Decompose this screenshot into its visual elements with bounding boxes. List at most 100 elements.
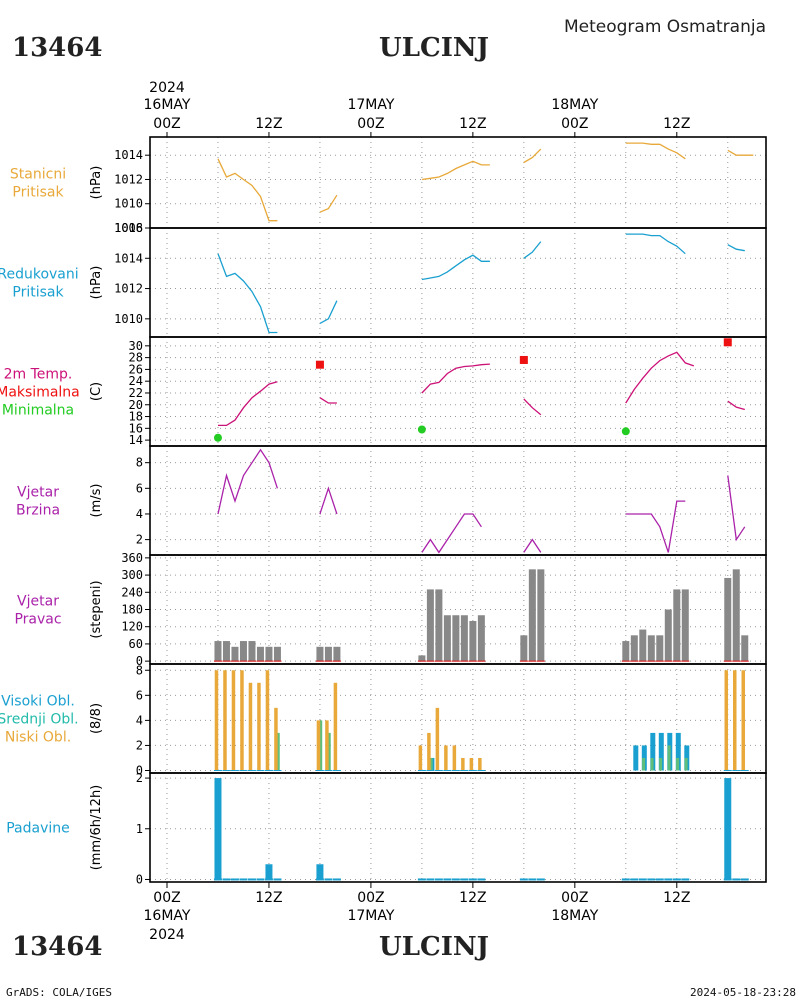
- cloud-bar: [650, 732, 656, 771]
- bar: [528, 569, 536, 662]
- cloud-bar: [223, 670, 227, 771]
- time-label-bottom: 18MAY: [551, 908, 598, 924]
- bar: [333, 646, 341, 662]
- y-tick-label: 18: [129, 410, 143, 424]
- time-label-bottom: 12Z: [459, 890, 486, 906]
- cloud-bar: [733, 670, 737, 771]
- bar: [435, 589, 443, 662]
- y-tick-label: 120: [121, 620, 143, 634]
- cloud-bar: [741, 670, 746, 771]
- precip-bar: [724, 778, 732, 880]
- cloud-bar: [327, 732, 331, 771]
- cloud-bar: [316, 720, 321, 771]
- panel-label: Vjetar: [17, 485, 59, 501]
- time-label-top: 2024: [149, 80, 185, 96]
- panel-label: Niski Obl.: [5, 730, 71, 746]
- bar: [324, 646, 332, 662]
- cloud-bar: [333, 682, 338, 771]
- time-label-top: 12Z: [663, 116, 690, 132]
- y-tick-label: 1008: [114, 221, 143, 235]
- cloud-bar: [240, 670, 244, 771]
- series-line: [523, 148, 542, 164]
- y-tick-label: 24: [129, 374, 143, 388]
- bar: [248, 641, 256, 662]
- y-tick-label: 1016: [114, 221, 143, 235]
- y-tick-label: 1014: [114, 251, 143, 265]
- y-tick-label: 8: [136, 663, 143, 677]
- bar: [273, 646, 281, 662]
- panel-label: Pritisak: [12, 285, 64, 301]
- y-tick-label: 22: [129, 386, 143, 400]
- y-tick-label: 26: [129, 362, 143, 376]
- precip-bar: [316, 864, 324, 880]
- cloud-bar: [724, 670, 729, 771]
- y-axis-label: (hPa): [89, 266, 104, 300]
- cloud-bar: [667, 745, 671, 771]
- bar: [630, 635, 638, 662]
- bar: [231, 646, 239, 662]
- cloud-bar: [418, 745, 423, 771]
- y-tick-label: 1012: [114, 282, 143, 296]
- station-id-top: 13464: [12, 33, 102, 63]
- time-label-bottom: 16MAY: [144, 908, 191, 924]
- y-tick-label: 6: [136, 481, 143, 495]
- cloud-bar: [265, 670, 270, 771]
- series-line: [625, 500, 686, 553]
- bar: [520, 635, 528, 662]
- y-tick-label: 14: [129, 433, 143, 447]
- y-tick-label: 2: [136, 738, 143, 752]
- bar: [469, 620, 477, 662]
- footer-source: GrADS: COLA/IGES: [6, 986, 112, 999]
- time-axis-bottom: 00Z 16MAY 2024 12Z 00Z 17MAY 12Z 00Z 18MAY 12Z: [144, 882, 690, 943]
- y-tick-label: 4: [136, 507, 143, 521]
- meteogram-title: Meteogram Osmatranja: [564, 17, 766, 37]
- bar: [656, 635, 664, 662]
- bar: [256, 646, 264, 662]
- time-label-top: 00Z: [357, 116, 384, 132]
- panel-label: Pravac: [14, 612, 61, 628]
- meteogram-panels: 1008101010121014(hPa)StanicniPritisak101…: [0, 136, 767, 886]
- series-line: [319, 194, 338, 213]
- panel-label: Stanicni: [10, 167, 66, 183]
- bar: [426, 589, 434, 662]
- cloud-bar: [676, 757, 680, 771]
- y-tick-label: 60: [129, 637, 143, 651]
- cloud-bar: [435, 707, 440, 771]
- y-axis-label: (m/s): [89, 484, 104, 518]
- footer-timestamp: 2024-05-18-23:28: [690, 986, 796, 999]
- time-label-top: 16MAY: [144, 97, 191, 113]
- panel-frame: [149, 445, 767, 556]
- series-line: [727, 244, 745, 252]
- cloud-bar: [427, 732, 431, 771]
- y-axis-label: (mm/6h/12h): [89, 785, 104, 871]
- min-temp-marker: [417, 425, 426, 434]
- series-line: [319, 397, 337, 404]
- y-tick-label: 20: [129, 398, 143, 412]
- precip-bar: [265, 864, 273, 880]
- panel-label: 2m Temp.: [4, 367, 73, 383]
- bar: [316, 646, 324, 662]
- cloud-bar: [276, 732, 280, 771]
- y-tick-label: 1: [136, 822, 143, 836]
- panel-label: Vjetar: [17, 594, 59, 610]
- min-temp-marker: [213, 433, 222, 442]
- bar: [741, 635, 749, 662]
- station-name-bottom: ULCINJ: [379, 932, 489, 962]
- panel-label: Redukovani: [0, 267, 79, 283]
- time-label-top: 12Z: [255, 116, 282, 132]
- series-line: [523, 538, 542, 553]
- cloud-bar: [650, 757, 654, 771]
- cloud-bar: [429, 757, 433, 771]
- series-line: [625, 351, 695, 404]
- series-line: [217, 158, 278, 222]
- y-tick-label: 6: [136, 688, 143, 702]
- max-temp-marker: [723, 338, 732, 347]
- time-label-bottom: 12Z: [663, 890, 690, 906]
- y-tick-label: 16: [129, 421, 143, 435]
- y-axis-label: (8/8): [89, 703, 104, 734]
- bar: [265, 646, 273, 662]
- max-temp-marker: [519, 355, 528, 364]
- y-tick-label: 8: [136, 456, 143, 470]
- y-tick-label: 0: [136, 872, 143, 886]
